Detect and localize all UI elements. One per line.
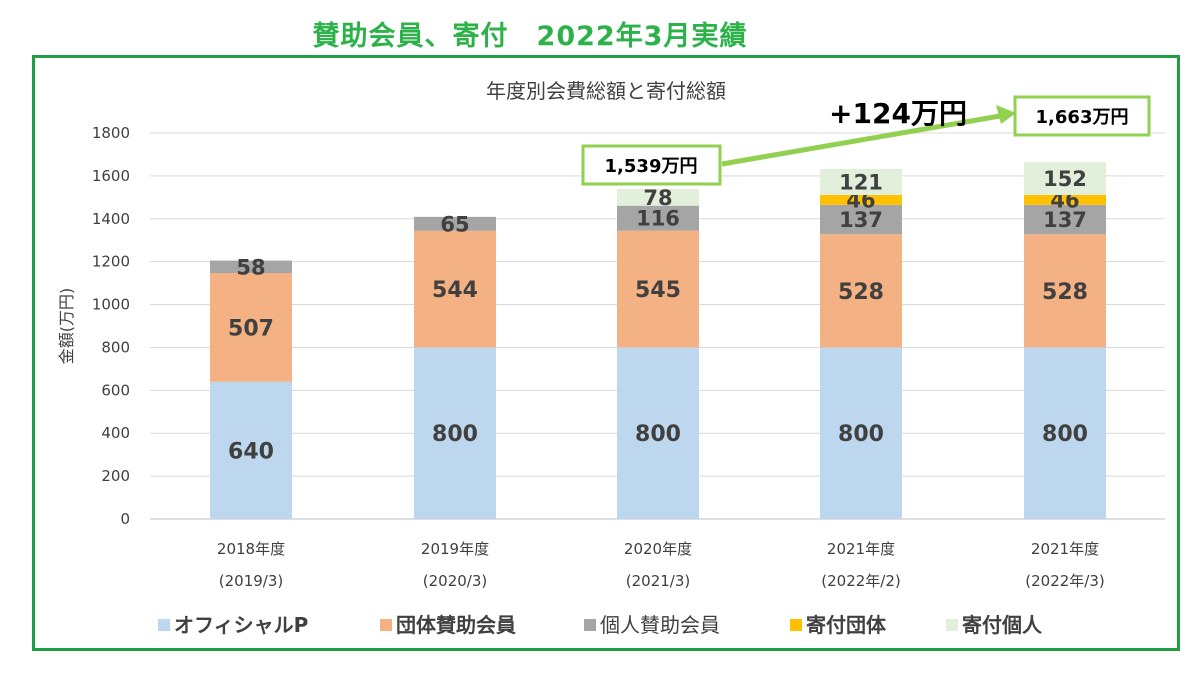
legend-label: 寄付団体 <box>806 613 887 637</box>
y-axis-label: 金額(万円) <box>57 288 76 365</box>
legend-swatch <box>790 619 802 631</box>
y-tick-label: 800 <box>101 338 130 356</box>
y-tick-label: 1000 <box>92 296 130 314</box>
x-tick-label: (2022年/3) <box>1025 572 1104 590</box>
x-tick-label: 2021年度 <box>1031 540 1099 558</box>
x-tick-label: (2021/3) <box>626 572 690 590</box>
y-tick-label: 1200 <box>92 253 130 271</box>
y-tick-label: 1400 <box>92 210 130 228</box>
bar-segment <box>210 381 292 519</box>
data-label: 58 <box>236 255 265 279</box>
y-tick-label: 200 <box>101 467 130 485</box>
bar-segment <box>820 194 902 205</box>
callout-from: 1,539万円 <box>605 156 698 177</box>
bar-segment <box>1024 194 1106 205</box>
bar-segment <box>414 216 496 231</box>
legend-swatch <box>946 619 958 631</box>
data-label: 640 <box>228 439 274 464</box>
x-tick-label: (2020/3) <box>423 572 487 590</box>
callout-box-from <box>581 144 722 186</box>
bar-segment <box>617 347 699 519</box>
y-tick-label: 600 <box>101 381 130 399</box>
data-label: 137 <box>1043 208 1087 232</box>
data-label: 528 <box>1042 280 1088 305</box>
bar-segment <box>820 347 902 519</box>
data-label: 544 <box>432 278 478 303</box>
bar-segment <box>414 347 496 519</box>
bar-segment <box>820 234 902 348</box>
bar-segment <box>820 169 902 195</box>
bar-segment <box>820 204 902 235</box>
bar-segment <box>210 273 292 382</box>
legend-label: 団体賛助会員 <box>396 613 516 637</box>
bar-segment <box>617 188 699 206</box>
y-tick-label: 1800 <box>92 124 130 142</box>
legend-label: 個人賛助会員 <box>600 613 720 637</box>
data-label: 528 <box>838 280 884 305</box>
y-tick-label: 1600 <box>92 167 130 185</box>
chart-frame <box>32 55 1180 651</box>
bar-segment <box>210 260 292 274</box>
legend-label: 寄付個人 <box>962 613 1043 637</box>
chart-title: 年度別会費総額と寄付総額 <box>486 79 726 103</box>
data-label: 78 <box>643 186 672 210</box>
bar-segment <box>1024 234 1106 348</box>
callout-box-to <box>1013 95 1151 137</box>
bar-segment <box>1024 347 1106 519</box>
x-tick-label: 2019年度 <box>421 540 489 558</box>
y-tick-label: 0 <box>120 510 130 528</box>
data-label: 800 <box>635 422 681 447</box>
data-label: 137 <box>839 208 883 232</box>
trend-arrow-line <box>721 113 1001 167</box>
data-label: 65 <box>440 212 469 236</box>
legend-swatch <box>584 619 596 631</box>
x-tick-label: (2022年/2) <box>821 572 900 590</box>
data-label: 121 <box>839 171 883 195</box>
bar-segment <box>1024 162 1106 195</box>
y-tick-label: 400 <box>101 424 130 442</box>
data-label: 116 <box>636 207 680 231</box>
bar-segment <box>617 205 699 231</box>
increase-label: +124万円 <box>829 97 967 130</box>
data-label: 800 <box>838 422 884 447</box>
page-heading: 賛助会員、寄付 2022年3月実績 <box>312 21 748 52</box>
x-tick-label: 2020年度 <box>624 540 692 558</box>
bar-segment <box>1024 204 1106 235</box>
data-label: 152 <box>1043 167 1087 191</box>
x-tick-label: 2021年度 <box>827 540 895 558</box>
trend-arrow-head <box>996 105 1016 124</box>
data-label: 507 <box>228 316 274 341</box>
bar-segment <box>617 230 699 348</box>
bar-segment <box>414 230 496 348</box>
data-label: 800 <box>432 422 478 447</box>
legend-swatch <box>158 619 170 631</box>
legend-swatch <box>380 619 392 631</box>
x-tick-label: 2018年度 <box>217 540 285 558</box>
data-label: 545 <box>635 278 681 303</box>
x-tick-label: (2019/3) <box>219 572 283 590</box>
legend-label: オフィシャルP <box>174 613 308 637</box>
data-label: 800 <box>1042 422 1088 447</box>
callout-to: 1,663万円 <box>1036 107 1129 128</box>
